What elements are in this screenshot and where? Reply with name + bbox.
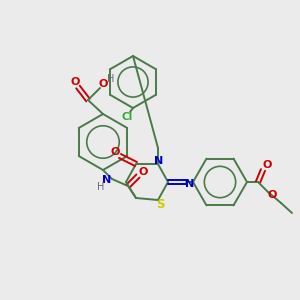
Text: N: N bbox=[154, 156, 164, 166]
Text: N: N bbox=[185, 179, 195, 189]
Text: O: O bbox=[262, 160, 272, 170]
Text: O: O bbox=[138, 167, 148, 177]
Text: Cl: Cl bbox=[122, 112, 133, 122]
Text: S: S bbox=[156, 197, 164, 211]
Text: H: H bbox=[107, 74, 115, 84]
Text: N: N bbox=[102, 175, 112, 185]
Text: H: H bbox=[97, 182, 105, 192]
Text: O: O bbox=[267, 190, 277, 200]
Text: O: O bbox=[98, 79, 108, 89]
Text: O: O bbox=[70, 77, 80, 87]
Text: O: O bbox=[110, 147, 120, 157]
